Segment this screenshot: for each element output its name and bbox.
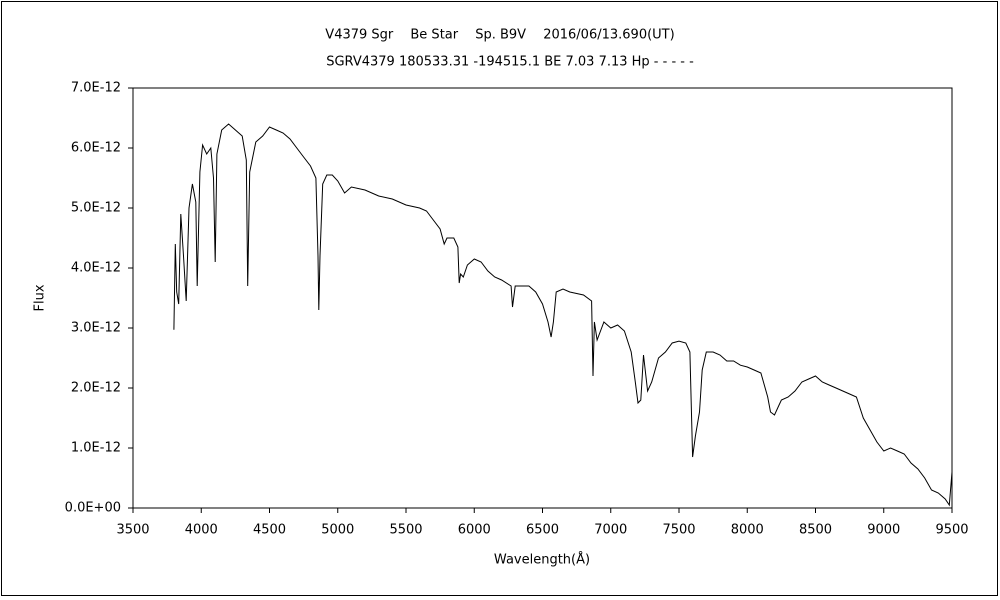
- y-tick-label: 7.0E-12: [71, 81, 121, 96]
- x-tick-label: 8500: [799, 523, 832, 538]
- x-tick-label: 6000: [458, 523, 491, 538]
- x-tick-label: 4500: [253, 523, 286, 538]
- x-tick-label: 9500: [935, 523, 968, 538]
- y-tick-label: 2.0E-12: [71, 381, 121, 396]
- y-tick-label: 3.0E-12: [71, 321, 121, 336]
- x-axis-label: Wavelength(Å): [494, 552, 590, 568]
- y-tick-label: 4.0E-12: [71, 261, 121, 276]
- y-tick-label: 5.0E-12: [71, 201, 121, 216]
- x-tick-label: 9000: [867, 523, 900, 538]
- x-tick-label: 3500: [116, 523, 149, 538]
- spectrum-line: [173, 123, 953, 507]
- y-tick-label: 0.0E+00: [65, 501, 121, 516]
- x-tick-label: 8000: [731, 523, 764, 538]
- x-tick-label: 6500: [526, 523, 559, 538]
- chart-title: V4379 Sgr Be Star Sp. B9V 2016/06/13.690…: [325, 28, 674, 43]
- y-axis-label: Flux: [33, 284, 48, 311]
- chart-subtitle: SGRV4379 180533.31 -194515.1 BE 7.03 7.1…: [326, 55, 694, 70]
- x-tick-label: 5000: [321, 523, 354, 538]
- x-tick-label: 7500: [662, 523, 695, 538]
- y-tick-label: 6.0E-12: [71, 141, 121, 156]
- x-tick-label: 4000: [185, 523, 218, 538]
- y-tick-label: 1.0E-12: [71, 441, 121, 456]
- x-tick-label: 7000: [594, 523, 627, 538]
- x-tick-label: 5500: [389, 523, 422, 538]
